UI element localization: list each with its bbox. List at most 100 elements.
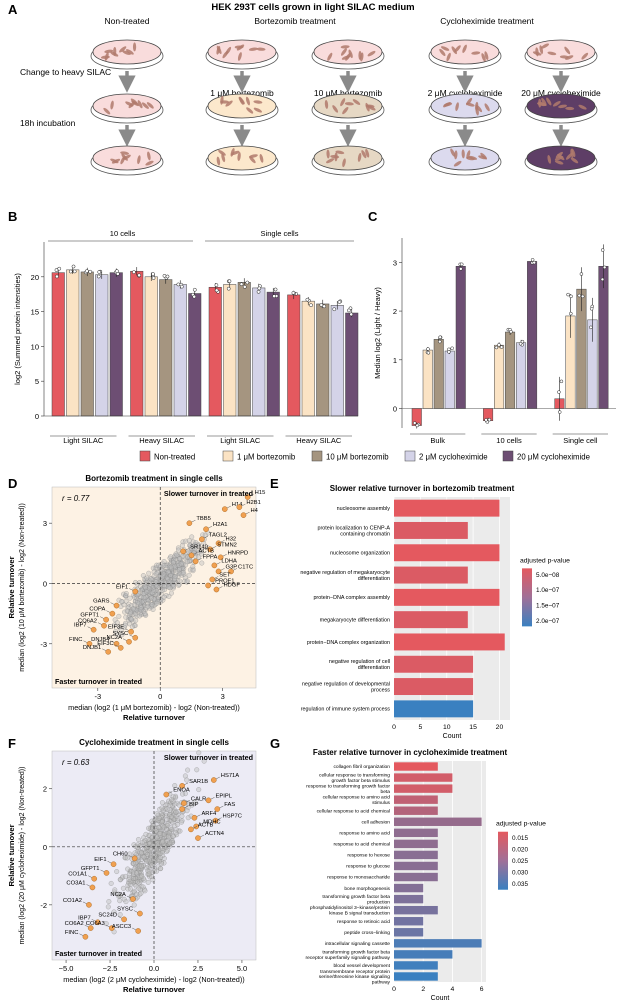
protein-point: [156, 815, 162, 821]
protein-point: [192, 543, 198, 549]
highlighted-point: [89, 884, 96, 891]
protein-point: [177, 578, 183, 584]
point-label: EIF3E: [108, 625, 124, 631]
x-tick-label: 3: [221, 692, 225, 701]
legend-title: adjusted p-value: [496, 821, 546, 828]
replicate-point: [239, 282, 244, 287]
protein-point: [115, 891, 121, 897]
protein-point: [144, 575, 150, 581]
term-label-line: containing chromatin: [340, 531, 390, 537]
cell-icon: [446, 52, 451, 62]
cell-icon: [342, 106, 349, 115]
term-bar-9: [394, 861, 438, 871]
highlighted-point: [215, 568, 222, 575]
protein-point: [152, 859, 158, 865]
cell-icon: [237, 52, 242, 61]
highlighted-point: [236, 504, 243, 510]
term-label: negative regulation of developmental proc…: [302, 681, 390, 693]
term-label-line: beta: [380, 789, 390, 795]
protein-point: [196, 750, 202, 756]
highlighted-point: [86, 640, 93, 647]
point-label: FAS: [224, 802, 235, 808]
y-tick-label: 20: [31, 273, 39, 282]
protein-point: [111, 909, 117, 915]
y-tick-label: 0: [35, 412, 39, 421]
protein-point: [139, 850, 145, 856]
highlighted-point: [228, 568, 234, 575]
replicate-point: [332, 307, 337, 312]
protein-point: [143, 850, 149, 855]
cell-icon: [125, 49, 134, 55]
panel-g: G Faster relative turnover in cyclohexim…: [270, 736, 546, 1000]
replicate-point: [579, 272, 584, 276]
replicate-point: [257, 286, 262, 291]
replicate-point: [176, 282, 181, 287]
cell-icon: [541, 43, 550, 49]
protein-point: [170, 794, 176, 800]
plot-background: [51, 750, 257, 961]
cell-icon: [259, 153, 264, 163]
y-axis-label: median (log2 (10 μM bortezomib) - log2 (…: [19, 503, 26, 672]
cell-icon: [455, 102, 459, 112]
protein-point: [156, 825, 162, 830]
protein-point: [137, 886, 143, 892]
protein-point: [179, 542, 185, 548]
bar-2-0: [208, 286, 222, 417]
protein-point: [146, 825, 152, 831]
culture-dish-bz1: [205, 39, 279, 70]
cell-icon: [439, 48, 446, 57]
x-tick-label: 0: [392, 986, 396, 993]
bar-0-4: [109, 272, 123, 417]
cell-icon: [480, 152, 488, 160]
protein-point: [132, 594, 138, 600]
protein-point: [184, 808, 190, 814]
point-label: HDGF: [223, 583, 240, 589]
colorbar-label: 0.035: [512, 881, 528, 888]
x-tick-label: 5.0: [237, 964, 247, 973]
replicate-point: [214, 288, 219, 293]
highlighted-point: [163, 791, 170, 798]
term-label-line: differentiation: [358, 576, 390, 582]
term-bar-7: [394, 655, 474, 673]
protein-point: [136, 863, 142, 869]
term-label: nucleosome organization: [330, 551, 390, 557]
cell-icon: [121, 153, 128, 161]
protein-point: [152, 836, 158, 842]
term-bar-4: [394, 588, 500, 606]
protein-point: [173, 813, 179, 819]
culture-dish-bz1: [205, 93, 279, 124]
highlighted-point: [87, 925, 94, 931]
replicate-point: [337, 300, 342, 304]
term-label: intracellular signaling cassette: [325, 941, 391, 947]
term-bar-2: [394, 784, 453, 793]
point-label: PROF1: [215, 578, 234, 584]
cell-icon: [326, 149, 330, 159]
x-axis-label: median (log2 (2 μM cycloheximide) - log2…: [63, 975, 244, 984]
protein-point: [149, 602, 155, 608]
dish-medium: [313, 93, 383, 119]
replicate-point: [438, 335, 442, 339]
point-label: HS71A: [221, 773, 240, 779]
dish-medium: [207, 39, 277, 65]
term-label: protein−DNA complex organization: [307, 640, 390, 646]
protein-point: [166, 579, 172, 585]
panel-e-chart: Slower relative turnover in bortezomib t…: [300, 484, 570, 740]
protein-point: [168, 564, 174, 570]
colorbar-label: 0.015: [512, 835, 528, 842]
chart-title: Bortezomib treatment in single cells: [85, 474, 223, 483]
bar-2-4: [266, 291, 280, 417]
bar-1-0: [130, 270, 144, 417]
bar-0-1: [422, 349, 433, 409]
highlighted-point: [90, 626, 97, 633]
replicate-point: [214, 283, 219, 287]
cell-icon: [484, 103, 490, 112]
highlighted-point: [101, 622, 107, 629]
replicate-point: [291, 291, 296, 295]
cell-icon: [466, 150, 471, 159]
highlighted-point: [103, 870, 110, 876]
protein-point: [167, 555, 173, 561]
cell-icon: [357, 153, 362, 162]
highlighted-point: [130, 896, 136, 902]
highlighted-point: [91, 875, 98, 882]
replicate-point: [569, 294, 573, 299]
